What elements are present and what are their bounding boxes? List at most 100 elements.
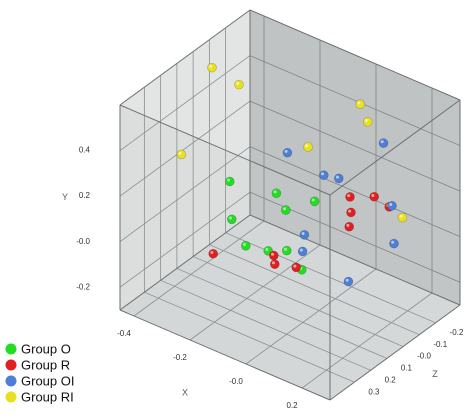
- grid-line: [119, 55, 251, 151]
- point-highlight: [271, 252, 274, 256]
- point: [333, 173, 344, 184]
- point-highlight: [364, 118, 368, 122]
- point: [369, 191, 380, 202]
- point-highlight: [284, 149, 288, 153]
- y-tick-label: -0.2: [76, 282, 90, 291]
- y-tick-label: 0.2: [79, 191, 91, 200]
- point-highlight: [210, 250, 214, 254]
- point: [291, 262, 302, 273]
- box-edge: [249, 214, 461, 306]
- box-edges: [119, 99, 461, 401]
- point: [241, 241, 251, 251]
- point: [389, 238, 399, 249]
- point: [269, 259, 280, 270]
- point-highlight: [345, 278, 349, 282]
- box-edges: [119, 9, 461, 311]
- grid-line: [144, 291, 355, 383]
- point: [343, 276, 354, 287]
- left-face: [120, 10, 250, 310]
- grid-line: [119, 100, 251, 197]
- grid-line: [301, 292, 433, 389]
- point-highlight: [311, 198, 315, 202]
- point: [309, 196, 320, 207]
- point-highlight: [272, 261, 275, 265]
- point: [176, 149, 187, 160]
- right-face: [330, 100, 460, 400]
- grid-line: [189, 244, 321, 341]
- point-highlight: [346, 223, 350, 227]
- point-highlight: [209, 64, 213, 68]
- legend-label: Group RI: [21, 389, 74, 404]
- z-tick-label: 0.2: [385, 375, 397, 384]
- point: [362, 116, 373, 127]
- grid-line: [249, 146, 461, 238]
- grid-line: [119, 146, 251, 242]
- x-tick-label: -0.0: [229, 377, 243, 386]
- point: [387, 200, 397, 211]
- point: [346, 207, 356, 218]
- point-highlight: [321, 172, 324, 176]
- point: [234, 79, 244, 90]
- box-edge: [329, 99, 461, 196]
- labels: -0.4-0.2-0.00.2-0.2-0.00.20.4-0.2-0.1-0.…: [62, 146, 464, 410]
- point-highlight: [389, 202, 393, 206]
- grid-line: [176, 268, 388, 359]
- point-highlight: [283, 207, 286, 211]
- point-highlight: [299, 248, 303, 252]
- point-highlight: [273, 190, 277, 194]
- grid-line: [160, 279, 371, 371]
- box-edge: [119, 214, 251, 311]
- point: [268, 250, 279, 261]
- point-highlight: [399, 214, 403, 218]
- point-highlight: [305, 144, 309, 148]
- point: [355, 99, 366, 109]
- point: [281, 245, 292, 256]
- legend-marker: [5, 391, 17, 403]
- point-highlight: [348, 209, 352, 213]
- point-highlight: [227, 178, 230, 182]
- point: [344, 221, 355, 232]
- grid-line: [209, 244, 420, 336]
- box-edge: [119, 104, 331, 196]
- point: [282, 147, 293, 158]
- z-tick-label: 0.1: [401, 364, 413, 373]
- grid-line: [192, 256, 404, 347]
- point-highlight: [357, 101, 361, 105]
- point-highlight: [391, 240, 395, 244]
- point: [225, 176, 235, 187]
- x-tick-label: 0.2: [286, 401, 298, 410]
- points: [176, 62, 408, 287]
- z-tick-label: -0.0: [417, 352, 431, 361]
- grid-line: [249, 55, 461, 146]
- y-axis-title: Y: [62, 192, 68, 202]
- point-highlight: [236, 81, 240, 85]
- point-highlight: [229, 216, 232, 220]
- legend-label: Group R: [21, 357, 70, 372]
- point-highlight: [380, 140, 384, 144]
- grid-line: [133, 220, 265, 317]
- point-highlight: [178, 151, 182, 155]
- x-tick-label: -0.4: [117, 329, 131, 338]
- point: [227, 214, 237, 225]
- grid: [119, 16, 461, 389]
- point-highlight: [336, 175, 339, 179]
- front-face: [120, 105, 330, 400]
- box-edge: [119, 309, 331, 401]
- point-highlight: [301, 232, 305, 236]
- z-tick-label: 0.3: [368, 387, 380, 396]
- x-axis-title: X: [182, 387, 188, 397]
- point: [378, 138, 389, 148]
- point: [297, 246, 308, 257]
- box-edge: [249, 9, 461, 101]
- grid-line: [245, 268, 377, 365]
- point-highlight: [265, 248, 269, 252]
- point: [207, 62, 217, 73]
- point-highlight: [284, 247, 287, 251]
- grid-line: [249, 100, 461, 192]
- legend-label: Group O: [21, 341, 71, 356]
- point-highlight: [347, 194, 351, 198]
- box-edge: [329, 304, 461, 401]
- point: [299, 230, 310, 240]
- legend-label: Group OI: [21, 373, 74, 388]
